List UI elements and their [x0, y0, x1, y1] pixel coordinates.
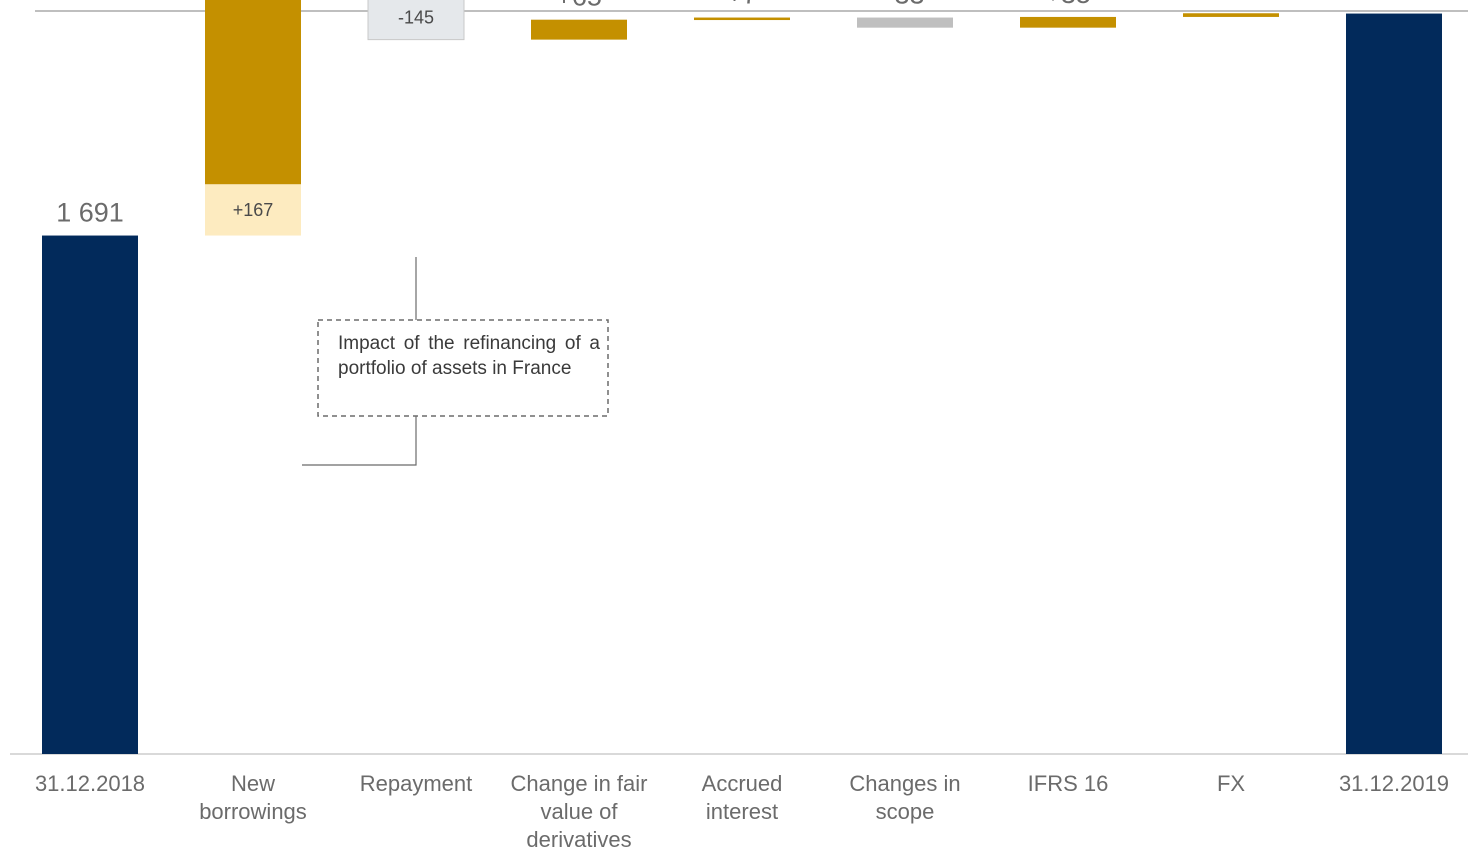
value-label: +65 [556, 0, 602, 12]
annotation-text: Impact of the refinancing of a portfolio… [338, 333, 600, 379]
bar-change [531, 19, 627, 40]
value-label: +35 [1045, 0, 1091, 9]
category-label: Changes in scope [849, 771, 960, 824]
annotation-callout [302, 257, 609, 466]
category-label: 31.12.2018 [35, 771, 145, 796]
category-label: FX [1217, 771, 1245, 796]
annotation-box [317, 319, 609, 417]
bar-total [1346, 13, 1442, 755]
annotation-connector-bottom [302, 416, 417, 466]
bar-change-highlight [205, 184, 301, 236]
segment-label: +167 [233, 200, 274, 220]
bar-change [205, 0, 301, 185]
category-label: Repayment [360, 771, 473, 796]
segment-label: -145 [398, 7, 434, 27]
value-label: 2 415 [1360, 0, 1428, 6]
bar-change [694, 17, 790, 21]
category-label: New borrowings [199, 771, 307, 824]
category-label: Accrued interest [702, 771, 783, 824]
value-label: 1 691 [56, 198, 124, 228]
bar-change [1020, 16, 1116, 28]
bar-change [857, 17, 953, 28]
value-label: +12 [1208, 0, 1254, 5]
bars-group [42, 0, 1442, 755]
bar-total [42, 235, 138, 754]
labels-group: 1 69131.12.2018+167+907Newborrowings-145… [35, 0, 1449, 849]
bar-change-highlight [367, 0, 465, 41]
value-label: +7 [727, 0, 758, 10]
bar-change [1183, 13, 1279, 17]
category-label: 31.12.2019 [1339, 771, 1449, 796]
value-label: -33 [885, 0, 924, 10]
category-label: IFRS 16 [1028, 771, 1109, 796]
category-label: Change in fair value of derivatives [511, 771, 648, 849]
